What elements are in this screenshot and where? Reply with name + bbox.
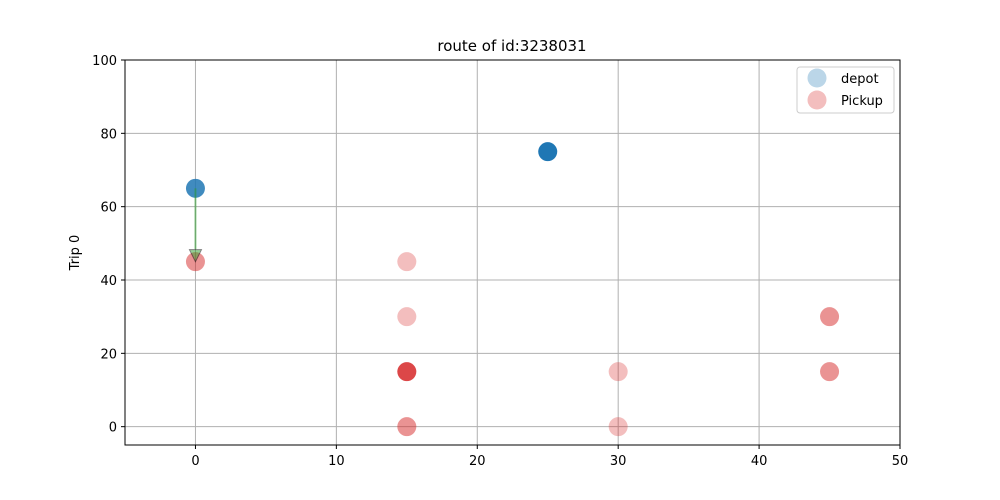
pickup-point	[608, 362, 628, 382]
x-tick-label: 50	[892, 454, 909, 469]
arrow-head	[188, 249, 203, 263]
x-tick-label: 20	[469, 454, 486, 469]
pickup-point	[397, 362, 417, 382]
grid	[125, 59, 901, 445]
route-arrow	[188, 188, 203, 263]
pickup-point	[820, 362, 840, 382]
pickup-point	[397, 307, 417, 327]
y-tick-label: 0	[109, 421, 117, 436]
y-tick-label: 100	[92, 54, 117, 69]
pickup-point	[820, 307, 840, 327]
legend-marker	[807, 90, 827, 110]
route-arrows	[188, 188, 203, 263]
legend-label: Pickup	[841, 94, 883, 109]
pickup-point	[608, 417, 628, 437]
y-tick-label: 80	[100, 127, 117, 142]
legend-marker	[807, 68, 827, 88]
x-tick-label: 0	[191, 454, 199, 469]
y-tick-label: 60	[100, 201, 117, 216]
depot-point	[538, 142, 558, 162]
pickup-point	[397, 252, 417, 272]
pickup-point	[397, 417, 417, 437]
chart-title: route of id:3238031	[437, 37, 586, 55]
x-tick-label: 10	[328, 454, 345, 469]
plot-frame	[124, 59, 901, 446]
legend: depot Pickup	[796, 66, 895, 114]
y-axis-label: Trip 0	[68, 235, 83, 272]
legend-label: depot	[841, 72, 879, 87]
data-points	[185, 142, 840, 437]
x-tick-label: 30	[610, 454, 627, 469]
legend-box	[796, 66, 895, 114]
ticks: 0 10 20 30 40 50 0 20 40 60 80 100	[92, 54, 908, 469]
y-tick-label: 40	[100, 274, 117, 289]
x-tick-label: 40	[751, 454, 768, 469]
y-tick-label: 20	[100, 347, 117, 362]
